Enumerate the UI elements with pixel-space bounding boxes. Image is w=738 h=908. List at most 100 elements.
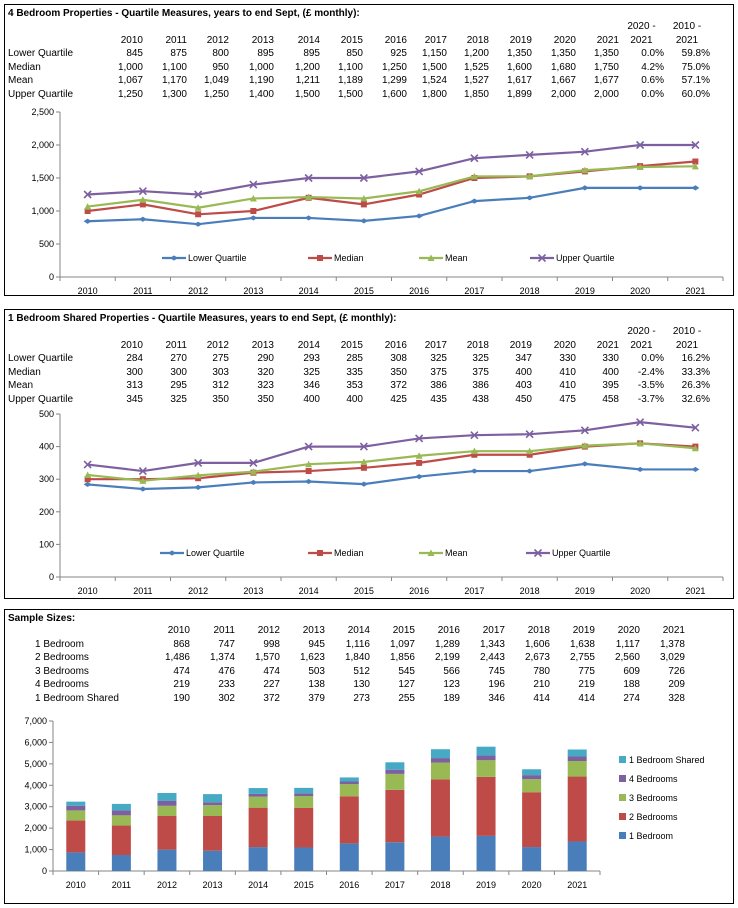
legend-entry: Median [308, 253, 364, 263]
table-row: Median 300 300 303 320 325 335 350 375 375 400 410 4… [8, 366, 710, 380]
change-header-a: 2020 - [627, 326, 656, 337]
data-point [581, 166, 589, 174]
table-cell: 308 [390, 353, 407, 364]
data-point [360, 464, 367, 471]
table-cell: 1,623 [299, 652, 325, 663]
legend-marker [170, 255, 178, 261]
row-label: Median [8, 366, 41, 378]
table-cell: 1,600 [506, 61, 532, 73]
data-point [580, 461, 589, 467]
bar-segment [476, 755, 496, 761]
table-row: Mean 313 295 312 323 346 353 372 386 386 403 410 395… [8, 379, 710, 393]
year-header: 2018 [466, 339, 489, 351]
table-cell: 323 [257, 380, 274, 391]
table-cell: 325 [170, 393, 187, 405]
legend-marker [537, 253, 547, 263]
y-tick-label: 0 [42, 866, 47, 876]
table-cell: 800 [212, 48, 229, 59]
bar-segment [339, 784, 359, 797]
data-point [359, 173, 368, 183]
x-tick-label: 2013 [243, 286, 263, 295]
bar-segment [66, 820, 86, 853]
table-cell: 868 [173, 638, 190, 650]
bar-segment [567, 841, 587, 871]
data-point [636, 466, 645, 473]
table-cell: 302 [218, 692, 235, 704]
x-tick-label: 2019 [575, 286, 595, 295]
table-cell: 1,200 [294, 61, 320, 73]
table-cell: 1,525 [463, 61, 489, 73]
table-cell: 1,100 [161, 61, 187, 73]
legend-swatch [619, 813, 626, 820]
series-mean [84, 439, 699, 484]
bar-segment [385, 842, 405, 871]
change-cell: 33.3% [681, 366, 710, 378]
table-cell: 330 [559, 353, 576, 364]
data-point [249, 215, 258, 221]
series-line [87, 442, 696, 482]
table-cell: 1,200 [463, 48, 489, 59]
x-tick-label: 2013 [203, 880, 223, 890]
legend-entry: 1 Bedroom Shared [619, 755, 705, 765]
table-cell: 425 [390, 393, 407, 405]
legend-label: Mean [445, 548, 468, 558]
row-label: 1 Bedroom Shared [35, 692, 119, 704]
table-cell: 1,067 [117, 75, 143, 86]
table-cell: 1,250 [203, 88, 229, 100]
y-tick-label: 4,000 [24, 780, 47, 790]
table-cell: 270 [170, 353, 187, 364]
table-cell: 1,049 [203, 75, 229, 86]
bar-segment [476, 760, 496, 777]
bar-segment [385, 762, 405, 770]
table-row: Median 1,000 1,100 950 1,000 1,200 1,100 1,250 1… [8, 61, 710, 75]
table-cell: 1,486 [164, 652, 190, 663]
bar-segment [294, 847, 314, 871]
table-cell: 1,600 [381, 88, 407, 100]
y-tick-label: 300 [39, 474, 54, 484]
data-point [636, 439, 644, 447]
year-header: 2020 [617, 625, 640, 636]
legend-entry: Upper Quartile [526, 548, 611, 558]
table-cell: 196 [488, 679, 505, 690]
bar-segment [248, 793, 268, 797]
bar-segment [522, 769, 542, 776]
legend-label: 4 Bedrooms [629, 774, 678, 784]
data-point [305, 468, 312, 475]
table-cell: 375 [472, 366, 489, 378]
data-point [470, 468, 479, 474]
table-cell: 780 [533, 665, 550, 677]
bar-segment [339, 796, 359, 844]
row-label: Mean [8, 75, 34, 86]
legend-marker [317, 255, 323, 261]
table-cell: 386 [472, 380, 489, 391]
year-header: 2013 [251, 339, 274, 351]
table-row: Lower Quartile 284 270 275 290 293 285 308 325 32… [8, 352, 710, 366]
year-header: 2014 [297, 339, 320, 351]
legend-label: 1 Bedroom [629, 831, 673, 841]
legend-marker [427, 549, 435, 556]
table-cell: 335 [346, 366, 363, 378]
year-header: 2011 [165, 34, 187, 46]
table-cell: 2,199 [434, 652, 460, 663]
data-point [470, 172, 478, 180]
change-cell: 26.3% [681, 380, 710, 391]
x-tick-label: 2016 [409, 586, 429, 596]
data-point [526, 447, 534, 455]
x-tick-label: 2016 [409, 286, 429, 295]
series-line [87, 462, 696, 491]
bar-segment [157, 800, 177, 806]
table-cell: 1,000 [117, 61, 143, 73]
table-cell: 747 [218, 638, 235, 650]
table-cell: 1,667 [550, 75, 576, 86]
bar-segment [157, 815, 177, 850]
change-header-a: 2021 [630, 339, 653, 351]
chart-sample-sizes: 0 1,000 2,000 3,000 4,000 5,000 6,000 7,000 2010… [24, 716, 705, 890]
data-point [83, 460, 92, 469]
data-point [691, 423, 700, 432]
table-cell: 400 [602, 366, 619, 378]
year-header: 2012 [257, 625, 280, 636]
data-point [194, 471, 202, 479]
data-point [249, 180, 258, 189]
table-cell: 210 [533, 679, 550, 690]
change-cell: -3.5% [637, 380, 664, 391]
